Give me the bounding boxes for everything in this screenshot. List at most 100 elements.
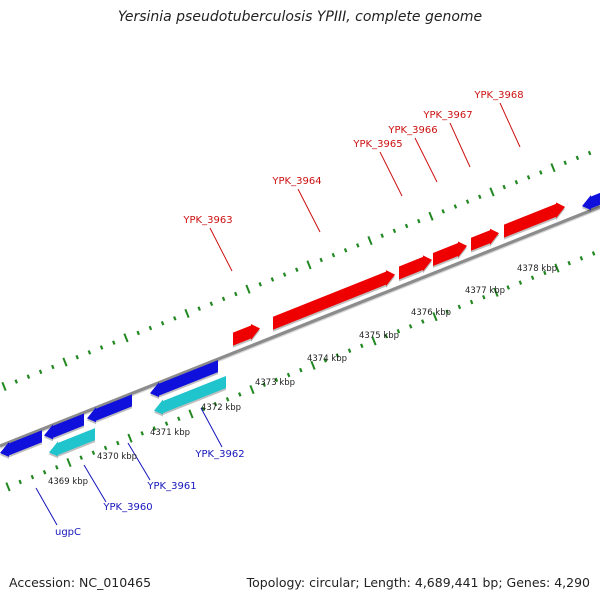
minor-tick [197, 306, 201, 311]
gene-ypk-3963-body [233, 323, 260, 346]
major-tick [5, 482, 11, 492]
gene-ugpc[interactable] [0, 430, 42, 459]
label-connector [414, 137, 438, 183]
minor-tick [160, 320, 165, 326]
minor-tick [445, 309, 449, 315]
minor-tick [356, 243, 360, 248]
kbp-label: 4375 kbp [359, 331, 399, 341]
minor-tick [18, 479, 22, 485]
kbp-label: 4371 kbp [150, 428, 190, 438]
minor-tick [404, 223, 409, 229]
major-tick [310, 360, 316, 370]
gene-ypk-3968[interactable] [504, 202, 565, 240]
minor-tick [42, 469, 47, 475]
major-tick [66, 457, 72, 468]
label-connector [83, 464, 107, 503]
outer-tick-track [1, 150, 592, 391]
major-tick [127, 433, 133, 443]
label-connector [499, 102, 521, 148]
minor-tick [87, 350, 92, 355]
minor-tick [282, 272, 287, 277]
label-connector [449, 122, 471, 168]
minor-tick [91, 450, 96, 456]
minor-tick [136, 330, 140, 336]
gene-label-5: YPK_3967 [422, 110, 472, 121]
minor-tick [343, 248, 348, 253]
minor-tick [116, 440, 120, 446]
minor-tick [587, 150, 592, 156]
gene-ypk-3966[interactable] [433, 241, 467, 268]
major-tick [1, 381, 7, 391]
minor-tick [112, 340, 116, 345]
kbp-label: 4377 kbp [465, 286, 505, 296]
kbp-label: 4373 kbp [255, 378, 295, 388]
minor-tick [30, 474, 35, 480]
minor-tick [579, 256, 584, 261]
cds-feature-1-body [49, 428, 95, 457]
minor-tick [103, 445, 108, 451]
gene-ypk-3960[interactable] [44, 413, 84, 442]
minor-tick [274, 377, 279, 383]
minor-tick [221, 296, 226, 302]
minor-tick [392, 228, 397, 234]
gene-label-3: YPK_3965 [352, 139, 402, 150]
minor-tick [380, 233, 384, 238]
minor-tick [209, 301, 214, 307]
gene-ypk-3962[interactable] [150, 360, 218, 400]
minor-tick [478, 194, 482, 200]
gene-partial-right[interactable] [582, 188, 600, 212]
minor-tick [530, 275, 535, 281]
major-tick [306, 260, 312, 270]
genome-title: Yersinia pseudotuberculosis YPIII, compl… [117, 9, 483, 25]
gene-label-rev-3: YPK_3961 [146, 481, 196, 492]
minor-tick [384, 333, 388, 339]
major-tick [428, 211, 434, 221]
backbone-line [0, 205, 600, 448]
minor-tick [563, 160, 567, 166]
major-tick [554, 263, 560, 273]
minor-tick [173, 316, 177, 321]
gene-labels: YPK_3963 YPK_3964 YPK_3965 YPK_3966 YPK_3967… [35, 90, 524, 538]
minor-tick [164, 421, 169, 426]
label-connector [297, 188, 321, 233]
minor-tick [591, 251, 596, 256]
minor-tick [286, 372, 291, 378]
kbp-label: 4378 kbp [517, 264, 557, 274]
gene-ypk-3967[interactable] [471, 228, 499, 253]
minor-tick [26, 374, 31, 379]
gene-ypk-3961[interactable] [87, 394, 132, 425]
minor-tick [152, 426, 157, 431]
minor-tick [360, 343, 364, 349]
minor-tick [567, 260, 571, 266]
major-tick [123, 333, 129, 343]
minor-tick [99, 345, 104, 350]
major-tick [249, 385, 255, 395]
major-tick [245, 284, 251, 294]
gene-ypk-3962-body [150, 360, 218, 398]
minor-tick [295, 267, 299, 272]
gene-ypk-3965[interactable] [399, 255, 432, 282]
minor-tick [502, 184, 506, 190]
gene-label-2: YPK_3964 [271, 176, 321, 187]
major-tick [367, 236, 373, 246]
minor-tick [201, 406, 205, 412]
kbp-label: 4370 kbp [97, 452, 137, 462]
minor-tick [148, 325, 153, 331]
minor-tick [514, 179, 519, 185]
gene-features[interactable] [0, 188, 600, 459]
minor-tick [518, 280, 523, 285]
major-tick [432, 312, 438, 322]
minor-tick [234, 291, 238, 297]
minor-tick [482, 294, 486, 300]
gene-ypk-3960-body [44, 413, 84, 440]
gene-ypk-3964[interactable] [273, 270, 395, 332]
label-connector [35, 487, 58, 526]
kbp-label: 4376 kbp [411, 308, 451, 318]
minor-tick [506, 285, 510, 290]
minor-tick [38, 369, 43, 375]
gene-ypk-3963[interactable] [233, 323, 260, 348]
cds-feature-1[interactable] [49, 428, 95, 459]
minor-tick [526, 175, 531, 180]
cds-feature-2[interactable] [154, 375, 226, 417]
